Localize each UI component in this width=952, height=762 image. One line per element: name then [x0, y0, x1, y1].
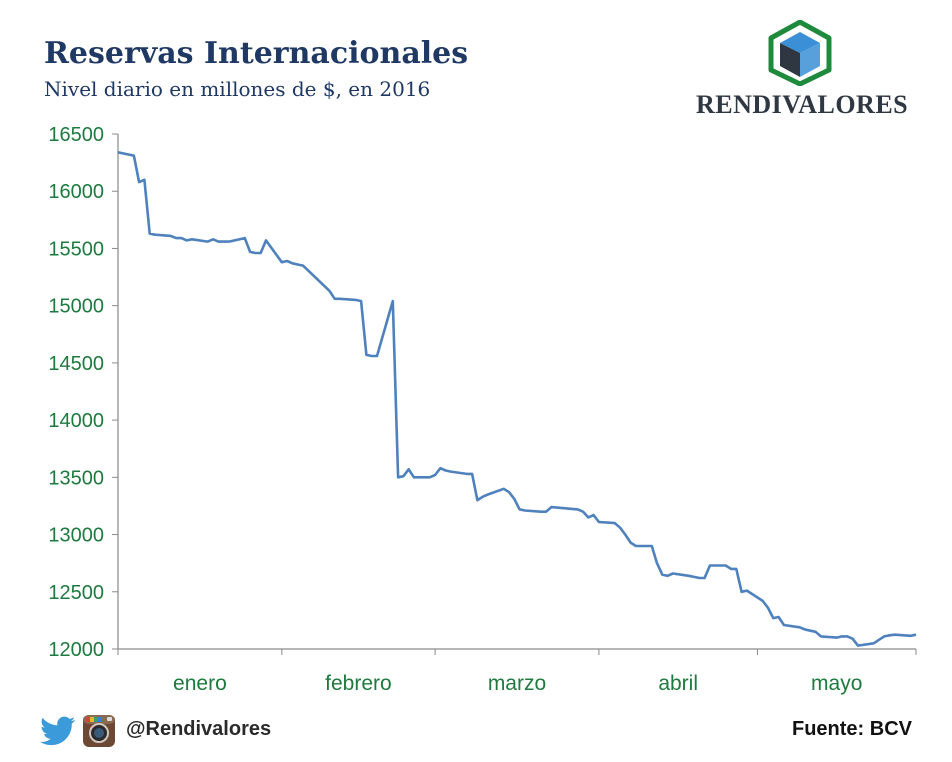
x-tick-label: marzo	[488, 672, 546, 695]
x-tick-label: febrero	[325, 672, 392, 695]
chart-axes	[117, 134, 916, 650]
y-tick-label: 12000	[48, 639, 104, 661]
rendivalores-cube-logo-icon	[768, 20, 832, 86]
y-tick-label: 13000	[48, 525, 104, 547]
y-tick-label: 14000	[48, 410, 104, 432]
y-tick-label: 15000	[48, 296, 104, 318]
series-line	[117, 151, 917, 647]
data-source: Fuente: BCV	[792, 718, 912, 740]
instagram-icon[interactable]	[82, 714, 116, 748]
chart-subtitle: Nivel diario en millones de $, en 2016	[44, 77, 431, 101]
social-handle[interactable]: @Rendivalores	[126, 718, 272, 740]
y-tick-label: 12500	[48, 582, 104, 604]
brand-name: RENDIVALORES	[696, 90, 909, 119]
y-tick-label: 16500	[48, 124, 104, 146]
x-tick-label: enero	[173, 672, 227, 695]
y-tick-label: 16000	[48, 181, 104, 203]
y-tick-label: 13500	[48, 467, 104, 489]
chart-title: Reservas Internacionales	[44, 36, 469, 71]
y-axis-ticks: 16500 16000 15500 15000 14500 14000 13500 13000…	[48, 124, 118, 661]
x-tick-label: mayo	[811, 672, 862, 695]
x-tick-label: abril	[658, 672, 698, 695]
twitter-icon[interactable]	[40, 716, 76, 746]
chart-series	[117, 151, 917, 647]
y-tick-label: 14500	[48, 353, 104, 375]
y-tick-label: 15500	[48, 238, 104, 260]
x-axis-ticks: enero febrero marzo abril mayo	[117, 649, 917, 695]
line-chart: 16500 16000 15500 15000 14500 14000 13500 13000…	[48, 124, 917, 695]
